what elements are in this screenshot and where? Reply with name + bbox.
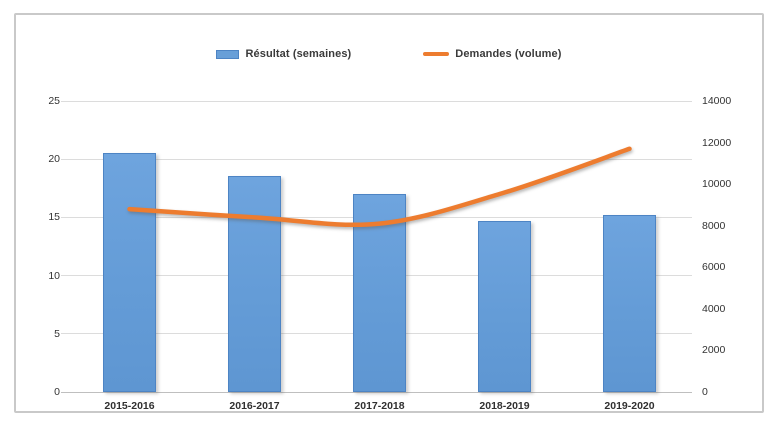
bar-series-swatch-icon (216, 49, 240, 59)
x-label-2017-2018: 2017-2018 (354, 400, 405, 412)
line-series-swatch-icon (423, 52, 450, 56)
x-label-2016-2017: 2016-2017 (229, 400, 280, 412)
chart-frame: Résultat (semaines) Demandes (volume) 0 5… (14, 13, 764, 413)
right-axis-tick-6000: 6000 (702, 261, 726, 274)
left-axis-tick-5: 5 (54, 327, 60, 340)
left-axis-tick-20: 20 (48, 153, 60, 166)
left-axis-tick-0: 0 (54, 386, 60, 398)
legend: Résultat (semaines) Demandes (volume) (16, 48, 762, 60)
legend-item-demandes[interactable]: Demandes (volume) (423, 48, 561, 60)
legend-label-demandes: Demandes (volume) (455, 48, 562, 60)
x-label-2018-2019: 2018-2019 (479, 400, 530, 412)
bar-2019-2020[interactable] (603, 215, 656, 392)
right-axis-tick-14000: 14000 (702, 95, 732, 107)
bar-2017-2018[interactable] (353, 194, 406, 392)
gridline-20 (61, 158, 692, 160)
x-label-2015-2016: 2015-2016 (104, 400, 155, 412)
right-axis-tick-12000: 12000 (702, 136, 732, 149)
right-axis-tick-2000: 2000 (702, 344, 726, 357)
left-axis-tick-15: 15 (48, 211, 60, 224)
gridline-25 (61, 100, 692, 102)
left-axis-tick-25: 25 (48, 95, 60, 107)
right-axis-tick-0: 0 (702, 386, 708, 398)
bar-2018-2019[interactable] (478, 220, 531, 392)
demandes-line[interactable] (67, 101, 692, 392)
bar-2015-2016[interactable] (103, 153, 156, 392)
right-axis-tick-4000: 4000 (702, 302, 726, 315)
plot-area (61, 100, 692, 393)
legend-item-resultat[interactable]: Résultat (semaines) (216, 48, 351, 60)
x-label-2019-2020: 2019-2020 (604, 400, 655, 412)
left-axis-tick-10: 10 (48, 269, 60, 282)
right-axis-tick-8000: 8000 (702, 219, 726, 232)
gridline-0 (61, 391, 692, 393)
legend-label-resultat: Résultat (semaines) (245, 48, 352, 60)
right-axis-tick-10000: 10000 (702, 178, 732, 191)
bar-2016-2017[interactable] (228, 175, 281, 392)
